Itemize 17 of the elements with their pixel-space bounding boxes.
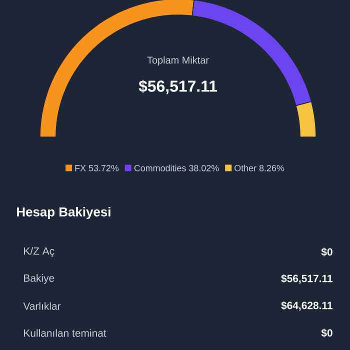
text: Toplam Miktar <box>147 56 209 66</box>
legend-label: Commodities <box>134 164 186 172</box>
data-label: 53.72% <box>88 164 119 172</box>
text: $64,628.11 <box>281 301 332 311</box>
data-label: 38.02% <box>189 164 219 172</box>
text: $0 <box>321 328 332 338</box>
category-label: Bakiye <box>24 274 54 284</box>
text: $56,517.11 <box>281 274 332 284</box>
category-label: K/Z Aç <box>24 247 54 257</box>
legend-label: FX <box>75 165 86 172</box>
text: Hesap Bakiyesi <box>17 206 110 220</box>
category-label: Kullanılan teminat <box>24 329 106 337</box>
data-label: 8.26% <box>259 164 284 172</box>
category-label: Varlıklar <box>23 302 61 310</box>
legend-label: Other <box>234 164 256 172</box>
text: $56,517.11 <box>138 80 217 94</box>
text: $0 <box>321 248 332 256</box>
